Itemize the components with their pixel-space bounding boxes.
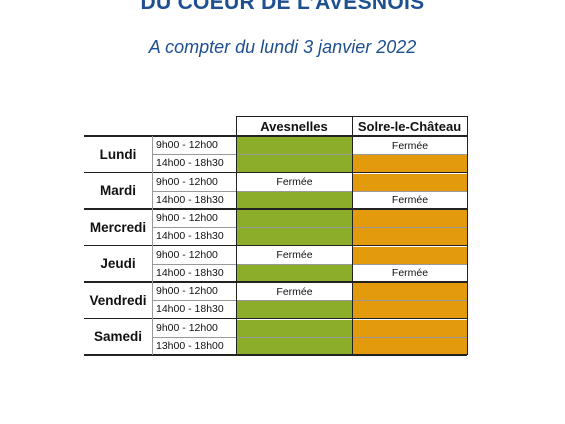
day-line bbox=[84, 354, 467, 356]
open-cell bbox=[353, 337, 467, 355]
day-label: Mercredi bbox=[89, 219, 147, 235]
open-cell bbox=[353, 228, 467, 246]
col-line bbox=[352, 116, 353, 355]
top-line bbox=[236, 116, 467, 117]
subtitle: A compter du lundi 3 janvier 2022 bbox=[148, 37, 417, 57]
open-cell bbox=[353, 283, 467, 301]
row-line bbox=[152, 190, 467, 192]
header-line bbox=[84, 135, 467, 137]
col-line bbox=[236, 116, 237, 355]
day-label: Mardi bbox=[99, 183, 136, 199]
open-cell bbox=[237, 337, 352, 355]
open-cell bbox=[353, 319, 467, 337]
closed-cell: Fermée bbox=[391, 194, 429, 207]
time-slot: 14h00 - 18h30 bbox=[156, 303, 224, 316]
open-cell bbox=[237, 319, 352, 337]
row-line bbox=[152, 263, 467, 265]
day-line bbox=[84, 317, 467, 319]
time-slot: 13h00 - 18h00 bbox=[156, 339, 224, 352]
open-cell bbox=[237, 155, 352, 173]
day-line bbox=[84, 171, 467, 173]
closed-cell: Fermée bbox=[276, 176, 313, 189]
day-label: Vendredi bbox=[89, 292, 147, 308]
open-cell bbox=[353, 210, 467, 228]
time-slot: 9h00 - 12h00 bbox=[156, 285, 218, 298]
col-line bbox=[152, 136, 153, 355]
col-line bbox=[467, 116, 468, 355]
closed-cell: Fermée bbox=[391, 139, 429, 152]
title: DU COEUR DE L’AVESNOIS bbox=[140, 0, 425, 14]
time-slot: 14h00 - 18h30 bbox=[156, 193, 224, 206]
open-cell bbox=[353, 155, 467, 173]
column-header: Avesnelles bbox=[260, 118, 328, 134]
row-line bbox=[152, 154, 467, 156]
row-line bbox=[152, 336, 467, 338]
day-line bbox=[84, 208, 467, 210]
open-cell bbox=[237, 210, 352, 228]
time-slot: 9h00 - 12h00 bbox=[156, 175, 218, 188]
time-slot: 14h00 - 18h30 bbox=[156, 157, 224, 170]
time-slot: 9h00 - 12h00 bbox=[156, 248, 218, 261]
day-line bbox=[84, 281, 467, 283]
day-label: Jeudi bbox=[100, 256, 136, 272]
open-cell bbox=[353, 173, 467, 191]
open-cell bbox=[237, 191, 352, 209]
closed-cell: Fermée bbox=[276, 249, 313, 262]
open-cell bbox=[237, 301, 352, 319]
time-slot: 14h00 - 18h30 bbox=[156, 266, 224, 279]
row-line bbox=[152, 227, 467, 229]
row-line bbox=[152, 300, 467, 302]
open-cell bbox=[353, 246, 467, 264]
day-label: Samedi bbox=[93, 329, 143, 345]
column-header: Solre-le-Château bbox=[357, 118, 462, 134]
open-cell bbox=[237, 228, 352, 246]
time-slot: 9h00 - 12h00 bbox=[156, 321, 218, 334]
time-slot: 9h00 - 12h00 bbox=[156, 212, 218, 225]
day-line bbox=[84, 244, 467, 246]
day-label: Lundi bbox=[99, 146, 137, 162]
closed-cell: Fermée bbox=[276, 285, 313, 298]
closed-cell: Fermée bbox=[391, 267, 429, 280]
open-cell bbox=[353, 301, 467, 319]
open-cell bbox=[237, 264, 352, 282]
time-slot: 14h00 - 18h30 bbox=[156, 230, 224, 243]
open-cell bbox=[237, 137, 352, 155]
time-slot: 9h00 - 12h00 bbox=[156, 139, 218, 152]
